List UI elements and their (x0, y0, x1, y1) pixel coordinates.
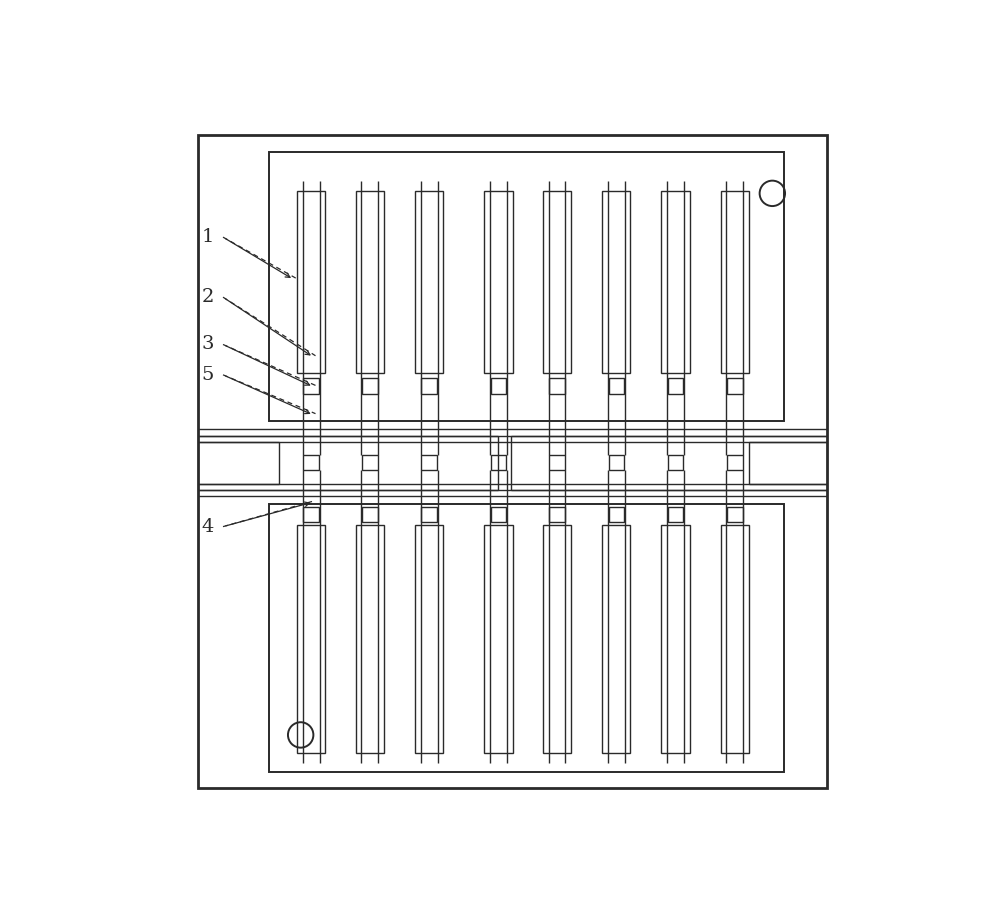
Bar (303, 507, 319, 523)
Bar (543, 525, 571, 753)
Bar (668, 507, 683, 523)
Text: 2: 2 (201, 288, 214, 306)
Bar (303, 379, 319, 394)
Bar (491, 507, 506, 523)
Bar (727, 455, 743, 470)
Bar (661, 525, 690, 753)
Bar (269, 504, 784, 772)
Bar (484, 192, 512, 373)
Bar (269, 152, 784, 421)
Bar (356, 525, 384, 753)
Bar (609, 379, 624, 394)
Bar (721, 192, 749, 373)
Bar (549, 379, 565, 394)
Bar (303, 455, 319, 470)
Bar (491, 379, 506, 394)
Bar (362, 455, 378, 470)
Bar (609, 455, 624, 470)
Bar (362, 379, 378, 394)
Bar (491, 455, 506, 470)
Bar (421, 507, 437, 523)
Text: 4: 4 (201, 517, 214, 536)
Bar (727, 507, 743, 523)
Text: 1: 1 (201, 228, 214, 246)
Bar (415, 525, 443, 753)
Bar (721, 525, 749, 753)
Bar (727, 379, 743, 394)
Bar (421, 455, 437, 470)
Bar (602, 192, 630, 373)
Text: 3: 3 (201, 336, 214, 353)
Bar (362, 507, 378, 523)
Bar (297, 525, 325, 753)
Bar (668, 379, 683, 394)
Bar (297, 192, 325, 373)
Bar (602, 525, 630, 753)
Bar (661, 192, 690, 373)
Bar (543, 192, 571, 373)
Bar (609, 507, 624, 523)
Text: 5: 5 (201, 366, 214, 384)
Bar (356, 192, 384, 373)
Bar (549, 507, 565, 523)
Bar (668, 455, 683, 470)
Bar (549, 455, 565, 470)
Bar (484, 525, 512, 753)
Bar (198, 135, 827, 788)
Bar (421, 379, 437, 394)
Bar (415, 192, 443, 373)
